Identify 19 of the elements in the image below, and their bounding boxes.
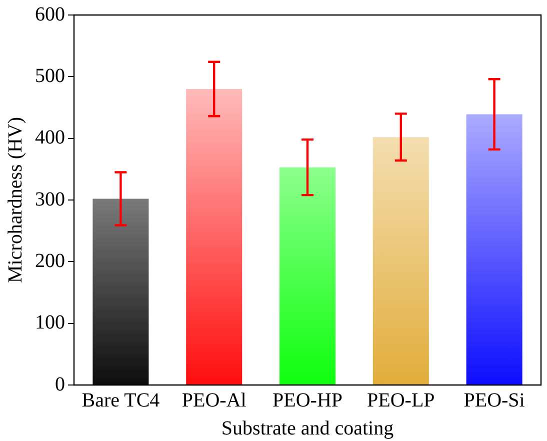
- x-tick-label: Bare TC4: [82, 389, 160, 412]
- y-tick-label: 0: [55, 373, 65, 396]
- x-tick-label: PEO-HP: [272, 389, 343, 412]
- bar: [279, 167, 336, 384]
- y-tick-label: 500: [35, 64, 65, 87]
- x-tick-label: PEO-LP: [367, 389, 435, 412]
- y-axis-title: Microhardness (HV): [4, 116, 26, 284]
- x-tick-label: PEO-Si: [464, 389, 526, 412]
- x-axis-title: Substrate and coating: [221, 417, 394, 440]
- x-tick-label: PEO-Al: [182, 389, 247, 412]
- y-tick-label: 300: [35, 188, 65, 210]
- y-tick-label: 200: [35, 250, 65, 272]
- bar: [466, 114, 522, 384]
- bar: [186, 89, 242, 384]
- y-tick-label: 100: [35, 312, 65, 334]
- bar: [92, 198, 149, 384]
- y-tick-label: 400: [35, 126, 65, 149]
- y-tick-label: 600: [35, 3, 65, 26]
- bar: [372, 137, 429, 384]
